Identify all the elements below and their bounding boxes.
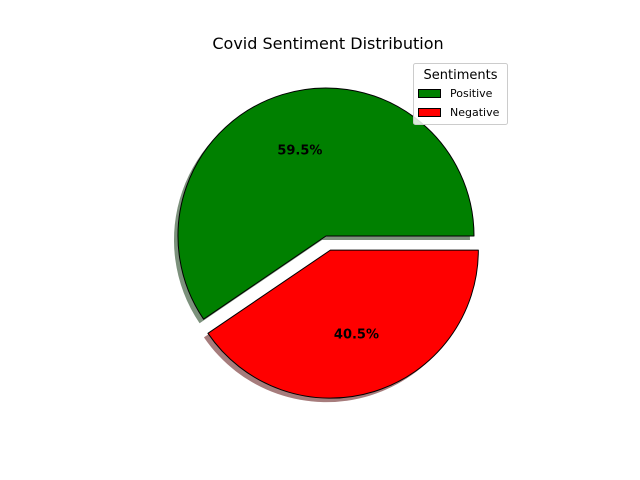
pct-labels: 59.5% 40.5% [277, 144, 379, 343]
legend-label-negative: Negative [450, 106, 500, 119]
pct-label-negative: 40.5% [334, 328, 379, 343]
legend-swatch-positive [418, 89, 441, 98]
legend-swatch-negative [418, 108, 441, 117]
legend-label-positive: Positive [450, 87, 493, 100]
slice-positive [177, 87, 475, 320]
legend: Sentiments Positive Negative [413, 63, 508, 125]
legend-title: Sentiments [424, 68, 498, 83]
legend-items: Positive Negative [418, 87, 500, 119]
slice-negative [207, 249, 479, 399]
pct-label-positive: 59.5% [277, 144, 322, 159]
chart-title: Covid Sentiment Distribution [212, 34, 443, 53]
slices [177, 87, 479, 399]
